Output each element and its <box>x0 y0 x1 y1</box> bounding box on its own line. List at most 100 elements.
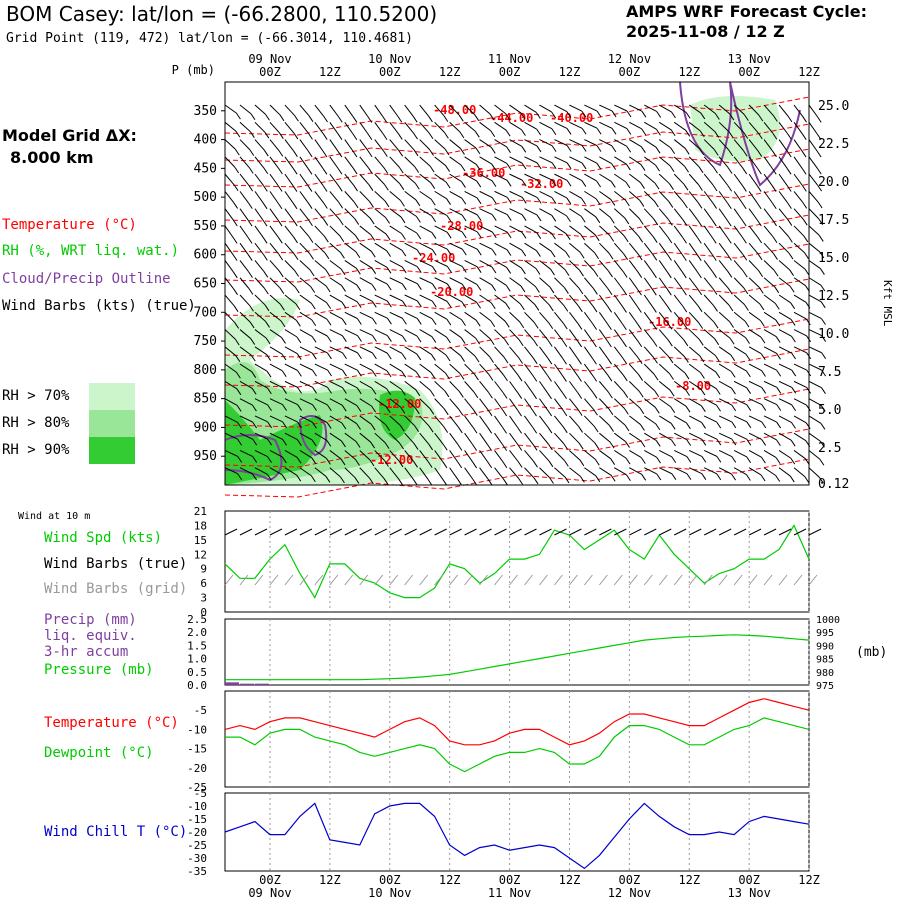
surface-wind-barb-true <box>808 528 822 536</box>
wind-barb <box>404 363 417 373</box>
wind-barb-flag <box>593 409 598 416</box>
wind-barb <box>479 415 489 428</box>
wind-barb <box>254 156 265 169</box>
wind-barb-flag <box>667 219 673 226</box>
wind-barb <box>269 467 283 476</box>
wind-barb <box>269 242 280 255</box>
wind-barb-flag <box>594 442 600 449</box>
wind-barb-flag <box>487 478 493 486</box>
wind-barb-flag <box>282 421 288 429</box>
wind-barb <box>344 346 358 354</box>
wind-barb-flag <box>727 254 732 261</box>
wind-barb <box>748 346 762 355</box>
time-tick-label-bottom: 12Z <box>559 873 581 887</box>
wind-barb <box>614 467 627 476</box>
wind-barb-flag <box>491 180 497 187</box>
wind-barb <box>733 311 746 322</box>
wind-barb-flag <box>371 370 377 377</box>
wind-barb-flag <box>412 115 418 123</box>
wind-barb <box>673 380 686 391</box>
wind-chill-panel-tick-label: -15 <box>187 813 207 826</box>
wind-barb <box>359 294 373 302</box>
wind-barb-flag <box>237 421 242 429</box>
wind-barb <box>703 242 713 255</box>
wind-barb-flag <box>638 236 644 243</box>
wind-barb <box>584 225 596 236</box>
wind-barb <box>524 156 538 164</box>
wind-barb <box>509 381 519 393</box>
wind-barb <box>449 242 463 250</box>
wind-barb-flag <box>401 249 407 257</box>
wind-barb <box>554 450 565 461</box>
wind-barb-flag <box>684 372 690 380</box>
wind-barb <box>539 173 553 181</box>
wind-barb-flag <box>639 407 645 415</box>
wind-barb-flag <box>651 306 657 313</box>
wind-barb <box>584 260 595 271</box>
wind-barb <box>718 380 732 389</box>
wind-barb <box>598 277 609 290</box>
wind-barb-flag <box>698 339 704 346</box>
wind-barb-flag <box>686 473 692 480</box>
wind-barb <box>329 156 339 169</box>
wind-barb-flag <box>551 232 556 240</box>
wind-barb-flag <box>502 392 508 399</box>
wind-barb <box>628 381 640 392</box>
temperature-line <box>224 698 810 746</box>
wind-barb <box>269 329 282 338</box>
wind-barb <box>673 294 684 307</box>
wind-barb <box>239 329 252 339</box>
wind-barb-flag <box>460 337 466 344</box>
height-tick-label: 20.0 <box>818 175 849 190</box>
wind-barb <box>404 398 416 409</box>
wind-barb-flag <box>252 456 258 463</box>
wind-barb-flag <box>248 167 254 174</box>
wind-barb-flag <box>324 252 330 260</box>
wind-barb-flag <box>773 269 779 277</box>
wind-barb <box>703 346 716 356</box>
wind-barb-flag <box>761 421 767 429</box>
wind-barb-flag <box>596 127 602 135</box>
wind-barb <box>389 432 400 444</box>
wind-barb <box>569 450 581 461</box>
wind-barb-flag <box>756 167 762 175</box>
wind-barb-flag <box>504 321 510 328</box>
wind-barb <box>464 363 475 375</box>
wind-barb-flag <box>625 163 631 171</box>
wind-barb-flag <box>517 444 523 451</box>
wind-barb-flag <box>327 369 332 377</box>
wind-barb-flag <box>579 269 584 277</box>
wind-barb-flag <box>442 478 448 486</box>
wind-barb-flag <box>521 214 527 221</box>
wind-barb <box>374 225 387 235</box>
wind-barb <box>584 242 595 254</box>
wind-barb <box>224 208 234 221</box>
surface-wind-barb-grid <box>449 574 459 586</box>
wind-barb <box>763 139 773 152</box>
wind-barb <box>554 381 563 394</box>
wind-barb <box>733 450 747 458</box>
wind-barb <box>748 156 758 169</box>
wind-barb-flag <box>505 129 511 137</box>
time-tick-label-bottom: 00Z <box>738 873 760 887</box>
wind-barb-flag <box>296 439 302 446</box>
wind-barb <box>254 260 265 272</box>
wind-barb-flag <box>746 456 752 464</box>
wind-barb-flag <box>547 392 552 400</box>
wind-barb-flag <box>535 112 541 119</box>
wind-barb <box>434 173 447 183</box>
wind-barb <box>389 242 403 251</box>
wind-barb <box>554 156 568 164</box>
wind-barb-flag <box>487 461 493 469</box>
wind-barb <box>598 363 609 376</box>
wind-barb-flag <box>636 306 642 313</box>
temperature-contour-label: -32.00 <box>520 177 563 191</box>
wind-barb-flag <box>551 197 557 204</box>
wind-barb <box>464 450 474 463</box>
wind-barb-flag <box>578 426 584 433</box>
wind-barb <box>778 191 788 203</box>
wind-barb <box>599 225 611 236</box>
wind-barb-flag <box>641 110 647 118</box>
wind-barb-flag <box>611 145 617 153</box>
wind-barb <box>524 225 537 234</box>
